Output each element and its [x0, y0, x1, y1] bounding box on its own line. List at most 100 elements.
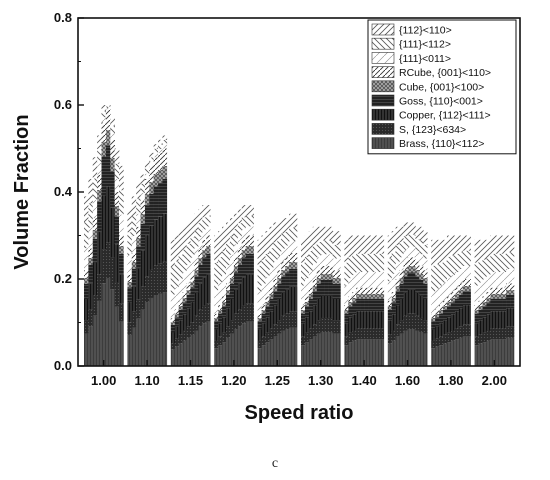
bar-segment	[149, 181, 154, 194]
bar-segment	[127, 281, 133, 288]
bar-segment	[395, 263, 400, 279]
bar-segment	[241, 249, 247, 258]
bar-segment	[88, 309, 94, 327]
bar-segment	[454, 298, 460, 312]
bar-segment	[88, 203, 94, 228]
bar-segment	[375, 235, 381, 254]
bar-segment	[162, 148, 168, 166]
bar-segment	[265, 342, 270, 366]
bar-segment	[131, 196, 137, 217]
bar-segment	[233, 329, 239, 366]
volume-fraction-chart: 0.0 0.2 0.4 0.6 0.8 1.00 1.10 1.15 1.20 1.25 1.30…	[11, 10, 521, 424]
bar-segment	[328, 331, 333, 366]
bar-segment	[174, 326, 179, 339]
bar-segment	[320, 226, 325, 241]
bar-segment	[149, 152, 154, 158]
bar-segment	[395, 324, 400, 337]
bar-segment	[101, 111, 107, 118]
bar-segment	[265, 253, 270, 277]
bar-segment	[114, 192, 120, 206]
bar-segment	[324, 279, 329, 296]
bar-segment	[502, 311, 507, 329]
bar-segment	[174, 317, 179, 327]
bar-segment	[110, 118, 115, 126]
bar-segment	[387, 309, 393, 321]
bar-segment	[304, 306, 310, 318]
bar-segment	[218, 313, 223, 324]
bar-segment	[356, 311, 361, 329]
bar-segment	[419, 273, 424, 280]
bar-segment	[101, 156, 107, 196]
bar-segment	[352, 302, 357, 315]
bar-segment	[273, 262, 278, 279]
bar-segment	[439, 313, 444, 324]
bar-segment	[140, 200, 146, 214]
bar-segment	[395, 336, 400, 366]
x-tick-label: 1.40	[351, 373, 376, 388]
bar-segment	[486, 330, 491, 341]
legend-swatch	[371, 23, 395, 36]
x-tick-label: 1.25	[265, 373, 290, 388]
bar-segment	[312, 324, 318, 337]
bar-segment	[229, 299, 235, 321]
bar-segment	[84, 333, 89, 366]
bar-segment	[153, 144, 159, 149]
bar-segment	[194, 213, 199, 231]
bar-segment	[218, 305, 223, 310]
bar-segment	[419, 226, 424, 241]
bar-segment	[332, 277, 337, 284]
bar-segment	[257, 265, 262, 292]
bar-segment	[249, 235, 254, 246]
bar-segment	[415, 315, 420, 331]
bar-segment	[245, 303, 250, 322]
bar-segment	[435, 239, 440, 265]
bar-segment	[88, 264, 94, 284]
bar-segment	[202, 277, 207, 306]
bar-segment	[174, 261, 179, 288]
bar-segment	[97, 162, 102, 175]
bar-segment	[415, 251, 420, 262]
bar-segment	[277, 222, 282, 240]
x-tick-label: 1.60	[395, 373, 420, 388]
bar-segment	[88, 283, 94, 310]
bar-segment	[510, 289, 515, 295]
bar-segment	[84, 222, 89, 249]
bar-segment	[127, 209, 133, 233]
bar-segment	[344, 345, 349, 366]
bar-segment	[379, 298, 385, 312]
bar-segment	[182, 226, 187, 250]
bar-segment	[202, 249, 207, 258]
bar-segment	[336, 333, 341, 366]
bar-segment	[356, 272, 361, 288]
legend-label: Copper, {112}<111>	[399, 110, 491, 122]
bar-segment	[241, 229, 247, 240]
bar-segment	[450, 340, 456, 366]
bar-segment	[506, 289, 511, 295]
bar-segment	[194, 230, 199, 248]
bar-segment	[482, 239, 487, 260]
bar-segment	[411, 234, 416, 247]
bar-segment	[186, 337, 191, 366]
bar-segment	[131, 261, 137, 269]
bar-segment	[293, 252, 298, 262]
bar-segment	[435, 317, 440, 327]
bar-segment	[446, 296, 452, 302]
bar-segment	[237, 248, 243, 258]
x-tick-label: 2.00	[482, 373, 507, 388]
bar-segment	[494, 235, 499, 254]
bar-segment	[379, 339, 385, 366]
bar-segment	[158, 293, 163, 366]
bar-segment	[257, 321, 262, 330]
bar-segment	[281, 292, 286, 316]
y-tick-label: 0.6	[54, 97, 72, 112]
bar-segment	[403, 292, 408, 316]
bar-segment	[101, 283, 107, 366]
bar-segment	[356, 328, 361, 340]
legend-swatch	[371, 66, 395, 78]
bar-segment	[158, 148, 163, 153]
bar-segment	[273, 305, 278, 325]
bar-segment	[419, 295, 424, 318]
bar-segment	[281, 233, 286, 249]
bar-segment	[218, 282, 223, 306]
bar-segment	[293, 286, 298, 312]
